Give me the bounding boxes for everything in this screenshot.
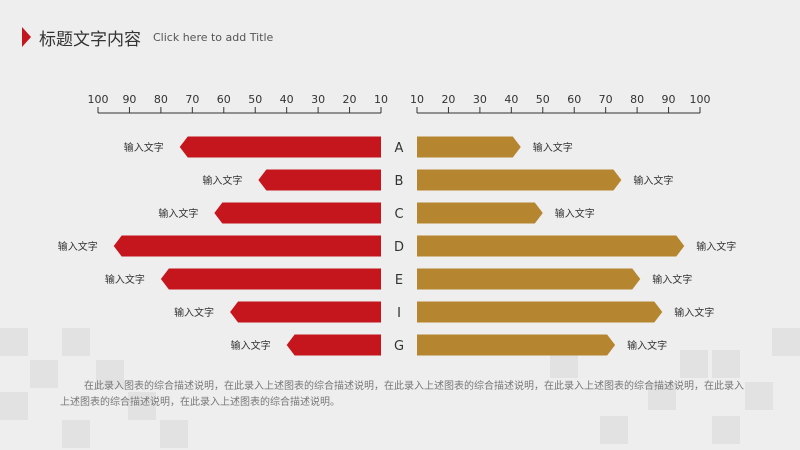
right-bar (417, 268, 641, 290)
right-axis-tick-label: 60 (567, 93, 581, 106)
left-bar-label: 输入文字 (174, 306, 214, 319)
category-label: D (394, 240, 404, 255)
right-bar-label: 输入文字 (533, 141, 573, 154)
left-axis-tick-label: 80 (154, 93, 168, 106)
right-axis-tick-label: 10 (410, 93, 424, 106)
left-bar (113, 235, 381, 257)
right-bar-label: 输入文字 (627, 339, 667, 352)
left-bar-label: 输入文字 (105, 273, 145, 286)
category-label: B (395, 174, 404, 189)
title-bar: 标题文字内容 Click here to add Title (22, 25, 274, 50)
right-axis-tick-label: 40 (504, 93, 518, 106)
left-axis-tick-label: 40 (280, 93, 294, 106)
left-bar-label: 输入文字 (124, 141, 164, 154)
right-axis-tick-label: 20 (441, 93, 455, 106)
right-axis-tick-label: 70 (599, 93, 613, 106)
left-bar-label: 输入文字 (158, 207, 198, 220)
chart-description: 在此录入图表的综合描述说明，在此录入上述图表的综合描述说明，在此录入上述图表的综… (60, 381, 744, 408)
right-axis-tick-label: 90 (662, 93, 676, 106)
page-subtitle: Click here to add Title (153, 30, 274, 44)
left-bar-label: 输入文字 (58, 240, 98, 253)
left-bar (160, 268, 381, 290)
right-bar (417, 202, 543, 224)
left-bar-label: 输入文字 (202, 174, 242, 187)
right-bar (417, 169, 622, 191)
left-axis-tick-label: 10 (374, 93, 388, 106)
left-axis-tick-label: 50 (248, 93, 262, 106)
right-bar (417, 301, 663, 323)
title-marker-icon (22, 27, 31, 47)
left-axis-tick-label: 70 (185, 93, 199, 106)
left-bar (286, 334, 381, 356)
right-bar (417, 235, 685, 257)
decorative-square-pattern (0, 328, 800, 448)
right-bar (417, 136, 521, 158)
left-axis-tick-label: 30 (311, 93, 325, 106)
category-label: E (395, 273, 403, 288)
category-label: A (395, 141, 404, 156)
left-axis-tick-label: 90 (122, 93, 136, 106)
right-bar-label: 输入文字 (674, 306, 714, 319)
right-bar-label: 输入文字 (696, 240, 736, 253)
right-axis-tick-label: 30 (473, 93, 487, 106)
right-axis-tick-label: 50 (536, 93, 550, 106)
category-label: I (397, 306, 401, 321)
left-axis-tick-label: 20 (343, 93, 357, 106)
category-label: G (394, 339, 404, 354)
right-bar-label: 输入文字 (652, 273, 692, 286)
left-bar (179, 136, 381, 158)
right-axis-tick-label: 100 (690, 93, 711, 106)
left-bar (258, 169, 381, 191)
right-bar (417, 334, 616, 356)
right-bar-label: 输入文字 (633, 174, 673, 187)
left-axis-tick-label: 100 (88, 93, 109, 106)
category-label: C (394, 207, 403, 222)
right-axis-tick-label: 80 (630, 93, 644, 106)
page-title: 标题文字内容 (39, 29, 141, 50)
right-bar-label: 输入文字 (555, 207, 595, 220)
left-axis-tick-label: 60 (217, 93, 231, 106)
left-bar (214, 202, 381, 224)
left-bar-label: 输入文字 (231, 339, 271, 352)
left-bar (230, 301, 381, 323)
